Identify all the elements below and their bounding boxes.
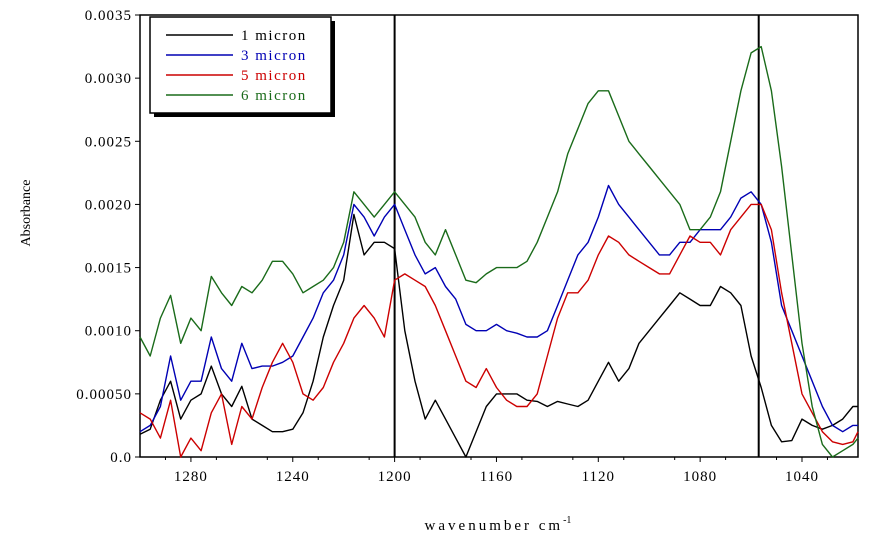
series-line-6-micron bbox=[139, 45, 859, 458]
y-tick-label: 0.0030 bbox=[85, 71, 132, 87]
y-axis-label: Absorbance bbox=[19, 180, 34, 247]
y-tick-label: 0.0 bbox=[110, 450, 132, 466]
x-axis-label: wavenumber cm-1 bbox=[425, 515, 572, 534]
y-tick-label: 0.0035 bbox=[85, 8, 132, 24]
legend-box bbox=[149, 16, 332, 114]
y-tick-label: 0.0010 bbox=[85, 324, 132, 340]
plot-frame bbox=[139, 14, 859, 458]
x-tick-label: 1080 bbox=[683, 469, 717, 485]
legend-label: 1 micron bbox=[241, 28, 307, 44]
x-axis-label-text: wavenumber cm bbox=[425, 518, 564, 534]
legend-label: 3 micron bbox=[241, 48, 307, 64]
y-axis-ticks: 0.0 0.00050 0.0010 0.0015 0.0020 0.0025 0.0030… bbox=[76, 8, 140, 466]
x-axis-label-exponent: -1 bbox=[563, 515, 571, 526]
y-tick-label: 0.00050 bbox=[76, 387, 132, 403]
legend-label: 6 micron bbox=[241, 88, 307, 104]
x-tick-label: 1240 bbox=[276, 469, 310, 485]
series-line-5-micron bbox=[139, 203, 859, 458]
x-axis-ticks: 1280 1240 1200 1160 1120 1080 1040 bbox=[164, 457, 828, 485]
x-tick-label: 1160 bbox=[480, 469, 513, 485]
series-line-3-micron bbox=[139, 184, 858, 433]
legend-label: 5 micron bbox=[241, 68, 307, 84]
legend: 1 micron 3 micron 5 micron 6 micron bbox=[149, 16, 335, 117]
y-tick-label: 0.0015 bbox=[85, 261, 132, 277]
series-line-1-micron bbox=[139, 213, 858, 458]
x-tick-label: 1200 bbox=[378, 469, 412, 485]
y-tick-label: 0.0025 bbox=[85, 134, 132, 150]
series-lines bbox=[139, 45, 859, 458]
reference-lines bbox=[393, 15, 760, 457]
x-tick-label: 1120 bbox=[582, 469, 615, 485]
x-tick-label: 1280 bbox=[174, 469, 208, 485]
x-tick-label: 1040 bbox=[785, 469, 819, 485]
y-tick-label: 0.0020 bbox=[85, 197, 132, 213]
